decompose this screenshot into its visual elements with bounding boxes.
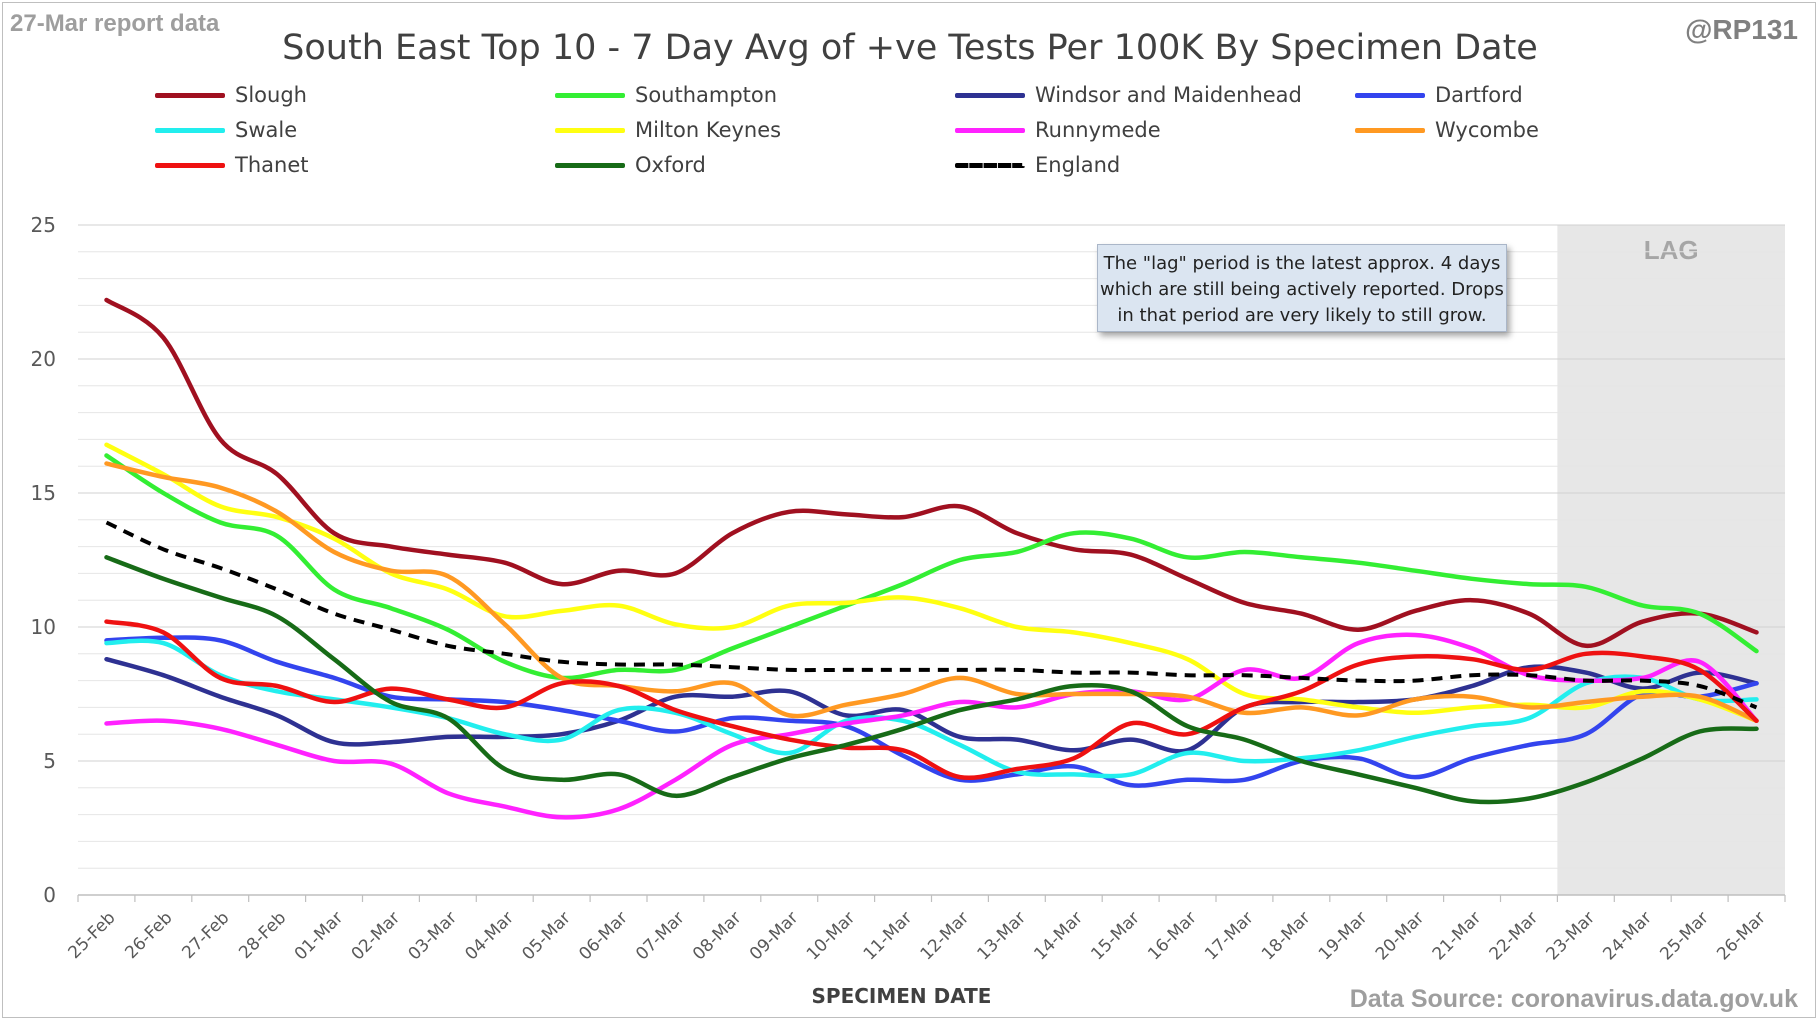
series-line-swale bbox=[104, 638, 1759, 779]
legend-label: England bbox=[1035, 153, 1121, 177]
x-tick-label: 13-Mar bbox=[974, 908, 1030, 964]
x-tick-label: 16-Mar bbox=[1144, 908, 1200, 964]
legend-label: Southampton bbox=[635, 83, 778, 107]
legend-item: Slough bbox=[155, 80, 307, 110]
legend-item: Runnymede bbox=[955, 115, 1161, 145]
x-tick-label: 02-Mar bbox=[348, 908, 404, 964]
legend-item: Southampton bbox=[555, 80, 777, 110]
x-tick-label: 19-Mar bbox=[1315, 908, 1371, 964]
legend-label: Thanet bbox=[235, 153, 309, 177]
data-source-label: Data Source: coronavirus.data.gov.uk bbox=[1349, 985, 1798, 1013]
x-tick-label: 25-Feb bbox=[65, 908, 120, 963]
legend-label: Swale bbox=[235, 118, 298, 142]
legend-label: Slough bbox=[235, 83, 307, 107]
x-tick-label: 09-Mar bbox=[746, 908, 802, 964]
legend-swatch bbox=[155, 127, 225, 133]
x-tick-label: 04-Mar bbox=[461, 908, 517, 964]
legend-swatch bbox=[955, 162, 1025, 168]
legend-label: Windsor and Maidenhead bbox=[1035, 83, 1302, 107]
y-tick-label: 15 bbox=[31, 481, 56, 505]
x-tick-label: 15-Mar bbox=[1087, 908, 1143, 964]
x-tick-label: 17-Mar bbox=[1201, 908, 1257, 964]
x-tick-label: 26-Mar bbox=[1713, 908, 1769, 964]
x-tick-label: 03-Mar bbox=[405, 908, 461, 964]
series-line-thanet bbox=[104, 619, 1759, 781]
report-date-label: 27-Mar report data bbox=[10, 10, 220, 37]
lag-region bbox=[1557, 225, 1785, 895]
legend-swatch bbox=[155, 162, 225, 168]
legend-item: Dartford bbox=[1355, 80, 1523, 110]
y-tick-label: 10 bbox=[31, 615, 56, 639]
x-tick-label: 07-Mar bbox=[632, 908, 688, 964]
chart-title: South East Top 10 - 7 Day Avg of +ve Tes… bbox=[282, 28, 1538, 68]
x-tick-label: 27-Feb bbox=[178, 908, 233, 963]
x-tick-label: 06-Mar bbox=[575, 908, 631, 964]
legend-item: Oxford bbox=[555, 150, 706, 180]
x-tick-label: 11-Mar bbox=[860, 908, 916, 964]
legend-swatch bbox=[955, 92, 1025, 98]
series-line-runnymede bbox=[104, 632, 1759, 820]
x-tick-label: 01-Mar bbox=[291, 908, 347, 964]
legend-swatch bbox=[155, 92, 225, 98]
x-tick-label: 08-Mar bbox=[689, 908, 745, 964]
legend-swatch bbox=[955, 127, 1025, 133]
series-line-slough bbox=[104, 297, 1759, 649]
series-line-southampton bbox=[104, 453, 1759, 681]
series-line-oxford bbox=[104, 555, 1759, 805]
legend-label: Milton Keynes bbox=[635, 118, 782, 142]
legend-item: Windsor and Maidenhead bbox=[955, 80, 1302, 110]
legend-label: Runnymede bbox=[1035, 118, 1161, 142]
x-tick-label: 22-Mar bbox=[1486, 908, 1542, 964]
x-tick-label: 26-Feb bbox=[121, 908, 176, 963]
x-tick-label: 24-Mar bbox=[1599, 908, 1655, 964]
legend-swatch bbox=[555, 162, 625, 168]
x-tick-label: 23-Mar bbox=[1543, 908, 1599, 964]
x-tick-label: 21-Mar bbox=[1429, 908, 1485, 964]
author-handle: @RP131 bbox=[1685, 14, 1798, 45]
legend-label: Dartford bbox=[1435, 83, 1523, 107]
legend-item: Wycombe bbox=[1355, 115, 1539, 145]
y-tick-label: 0 bbox=[43, 883, 56, 907]
series-line-england bbox=[105, 520, 1758, 710]
legend-swatch bbox=[555, 92, 625, 98]
legend-swatch bbox=[1355, 92, 1425, 98]
legend-swatch bbox=[1355, 127, 1425, 133]
y-tick-label: 25 bbox=[31, 213, 56, 237]
legend-item: Thanet bbox=[155, 150, 308, 180]
series-line-dartford bbox=[104, 635, 1759, 788]
legend-item: Milton Keynes bbox=[555, 115, 781, 145]
legend-swatch bbox=[555, 127, 625, 133]
series-line-wycombe bbox=[104, 461, 1759, 724]
x-tick-label: 25-Mar bbox=[1656, 908, 1712, 964]
x-tick-label: 05-Mar bbox=[518, 908, 574, 964]
x-axis-title: SPECIMEN DATE bbox=[812, 984, 992, 1008]
x-tick-label: 20-Mar bbox=[1372, 908, 1428, 964]
x-tick-label: 28-Feb bbox=[235, 908, 290, 963]
legend-label: Wycombe bbox=[1435, 118, 1539, 142]
legend-label: Oxford bbox=[635, 153, 706, 177]
x-tick-label: 14-Mar bbox=[1030, 908, 1086, 964]
y-tick-label: 5 bbox=[43, 749, 56, 773]
y-tick-label: 20 bbox=[31, 347, 56, 371]
x-tick-label: 10-Mar bbox=[803, 908, 859, 964]
lag-label: LAG bbox=[1644, 235, 1699, 265]
x-tick-label: 18-Mar bbox=[1258, 908, 1314, 964]
legend-item: England bbox=[955, 150, 1120, 180]
chart-legend: Slough Southampton Windsor and Maidenhead D… bbox=[155, 83, 1715, 205]
x-tick-label: 12-Mar bbox=[917, 908, 973, 964]
legend-item: Swale bbox=[155, 115, 297, 145]
lag-note: The "lag" period is the latest approx. 4… bbox=[1097, 244, 1507, 332]
